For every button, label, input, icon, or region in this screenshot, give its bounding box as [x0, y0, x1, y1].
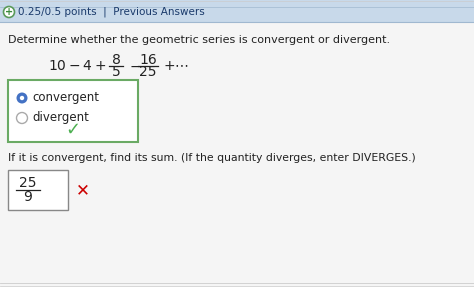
FancyBboxPatch shape	[0, 0, 474, 22]
Text: 9: 9	[24, 190, 32, 204]
Text: divergent: divergent	[32, 112, 89, 125]
Text: 5: 5	[111, 65, 120, 79]
Text: ✓: ✓	[65, 121, 81, 139]
Text: 0.25/0.5 points  |  Previous Answers: 0.25/0.5 points | Previous Answers	[18, 7, 205, 17]
Circle shape	[17, 92, 27, 104]
Text: $-$: $-$	[129, 59, 141, 73]
Text: If it is convergent, find its sum. (If the quantity diverges, enter DIVERGES.): If it is convergent, find its sum. (If t…	[8, 153, 416, 163]
Text: +: +	[5, 7, 13, 17]
Text: convergent: convergent	[32, 92, 99, 104]
FancyBboxPatch shape	[8, 80, 138, 142]
Text: $+ \cdots$: $+ \cdots$	[163, 59, 189, 73]
Circle shape	[17, 113, 27, 123]
Circle shape	[3, 7, 15, 18]
Circle shape	[20, 96, 24, 100]
Text: 25: 25	[139, 65, 157, 79]
Text: ✕: ✕	[76, 181, 90, 199]
FancyBboxPatch shape	[8, 170, 68, 210]
Text: Determine whether the geometric series is convergent or divergent.: Determine whether the geometric series i…	[8, 35, 390, 45]
Text: 25: 25	[19, 176, 37, 190]
Text: 16: 16	[139, 53, 157, 67]
Text: $10 - 4 +$: $10 - 4 +$	[48, 59, 106, 73]
Text: 8: 8	[111, 53, 120, 67]
